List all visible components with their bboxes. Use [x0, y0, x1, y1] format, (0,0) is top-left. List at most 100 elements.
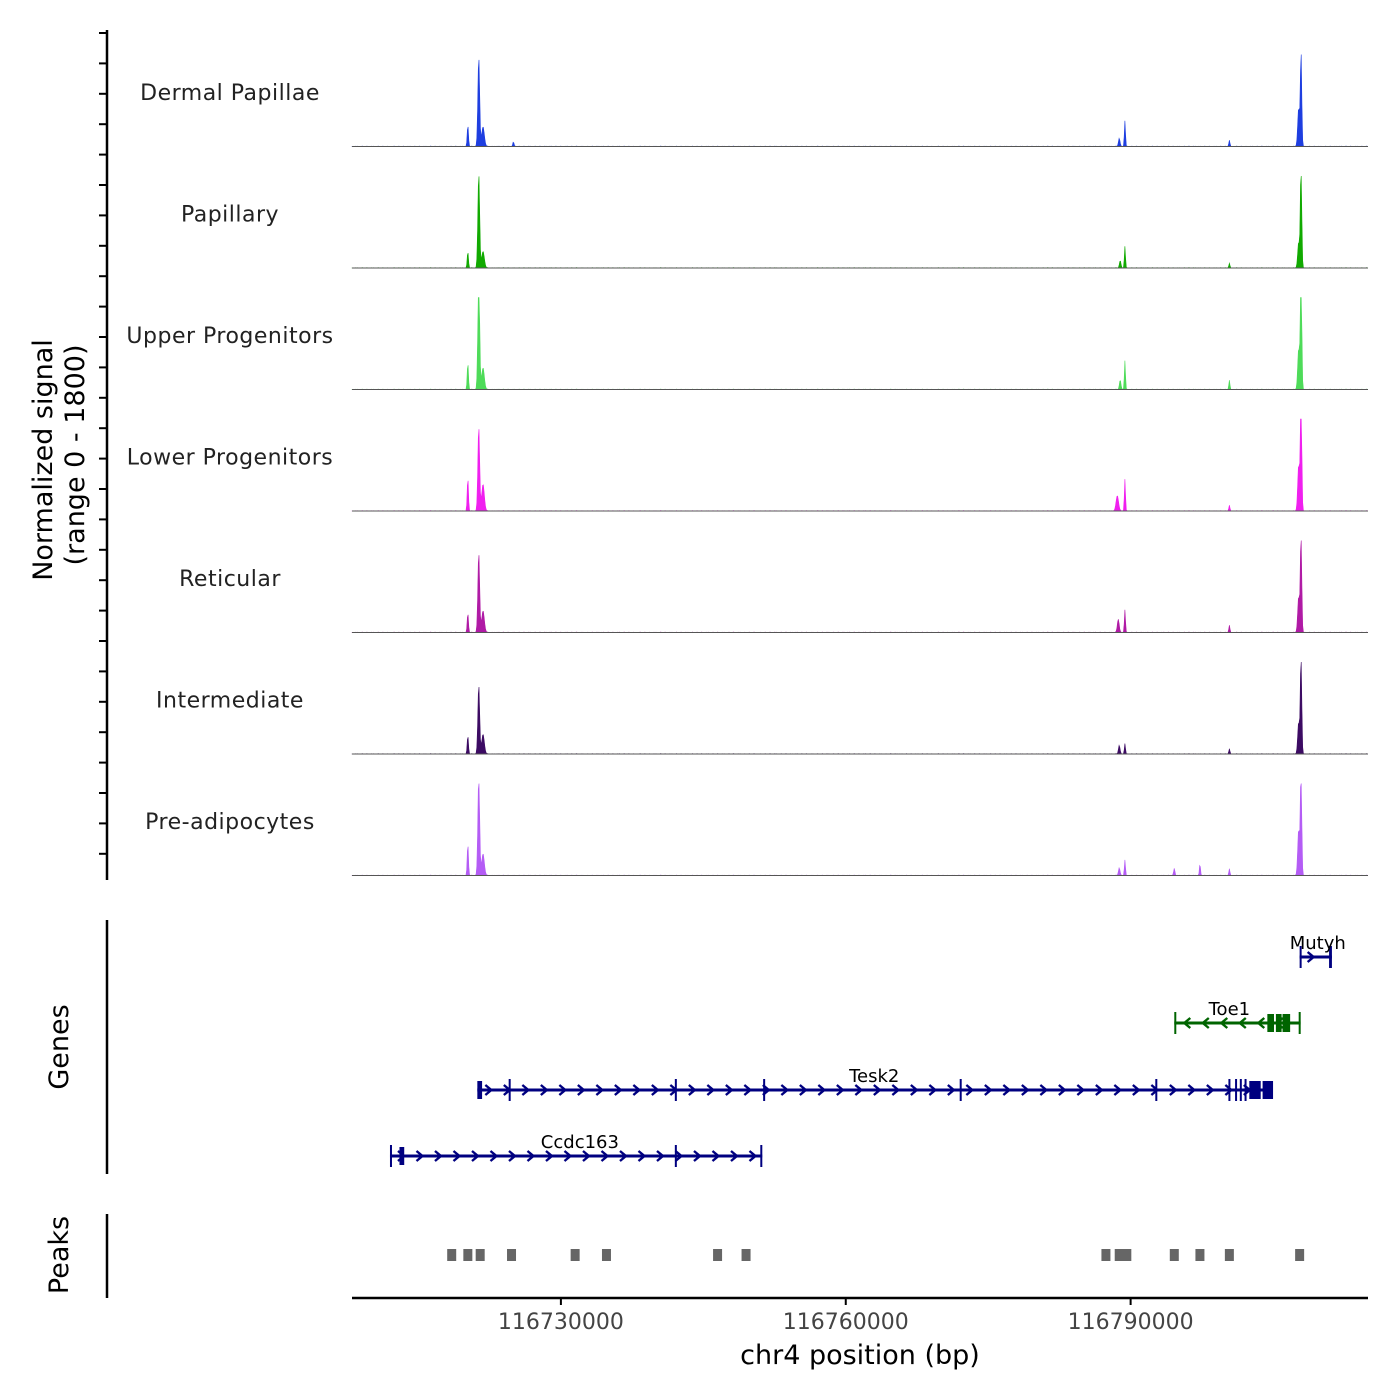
strand-arrow [656, 1150, 665, 1162]
track-label: Papillary [181, 203, 279, 228]
gene-label: Ccdc163 [541, 1132, 619, 1153]
peak-region [1122, 1249, 1132, 1261]
strand-arrow [693, 1150, 702, 1162]
x-axis-ticks: 116730000 116760000 116790000 [498, 1298, 1194, 1335]
strand-arrow [984, 1084, 993, 1096]
strand-arrow [674, 1150, 684, 1162]
strand-arrow [1132, 1084, 1141, 1096]
track-dermal-papillae: Dermal Papillae [140, 54, 1369, 147]
gene-label: Mutyh [1290, 933, 1346, 954]
signal-tracks: Dermal Papillae Papillary Upper Progenitor… [126, 54, 1369, 876]
signal-area [351, 297, 1369, 390]
strand-arrow [489, 1150, 499, 1162]
strand-arrow [540, 1084, 549, 1096]
exon [674, 1145, 677, 1167]
track-lower-progenitors: Lower Progenitors [127, 418, 1369, 512]
peak-region [475, 1249, 485, 1261]
genes-panel-label: Genes [44, 1004, 75, 1089]
track-reticular: Reticular [179, 540, 1369, 633]
strand-arrow [1113, 1084, 1123, 1096]
signal-y-axis-label-line1: Normalized signal [28, 339, 59, 581]
strand-arrow [1002, 1084, 1012, 1096]
peak-region [741, 1249, 751, 1261]
track-label: Pre-adipocytes [145, 810, 315, 835]
track-pre-adipocytes: Pre-adipocytes [145, 783, 1369, 876]
strand-arrow [836, 1084, 845, 1096]
signal-y-axis-label-line2: (range 0 - 1800) [60, 345, 91, 566]
strand-arrow [526, 1150, 536, 1162]
strand-arrow [1058, 1084, 1067, 1096]
strand-arrow [817, 1084, 827, 1096]
strand-arrow [415, 1150, 425, 1162]
strand-arrow [484, 1084, 494, 1096]
x-tick-label: 116790000 [1068, 1310, 1194, 1335]
signal-area [351, 661, 1369, 755]
exon [1228, 1079, 1231, 1101]
strand-arrow [545, 1150, 554, 1162]
strand-arrow [1150, 1084, 1160, 1096]
exon [399, 1147, 405, 1165]
exon [1299, 946, 1302, 968]
strand-arrow [563, 1150, 573, 1162]
strand-arrow [799, 1084, 808, 1096]
strand-arrow [1187, 1084, 1197, 1096]
track-upper-progenitors: Upper Progenitors [126, 297, 1369, 390]
strand-arrow [1206, 1084, 1215, 1096]
strand-arrow [780, 1084, 790, 1096]
gene-label: Tesk2 [848, 1066, 899, 1087]
strand-arrow [743, 1084, 753, 1096]
exon [1239, 1079, 1242, 1101]
strand-arrow [471, 1150, 480, 1162]
exon [1275, 1014, 1282, 1032]
strand-arrow [854, 1084, 864, 1096]
gene-mutyh: Mutyh [1290, 933, 1346, 968]
exon [1155, 1079, 1158, 1101]
strand-arrow [1076, 1084, 1086, 1096]
strand-arrow [434, 1150, 443, 1162]
strand-arrow [706, 1084, 716, 1096]
peak-region [570, 1249, 580, 1261]
strand-arrow [452, 1150, 462, 1162]
gene-tesk2: Tesk2 [477, 1066, 1274, 1101]
peak-region [447, 1249, 457, 1261]
signal-area [351, 175, 1369, 269]
track-label: Dermal Papillae [140, 81, 320, 106]
signal-area [351, 54, 1369, 147]
strand-arrow [651, 1084, 660, 1096]
exon [508, 1079, 511, 1101]
peak-region [713, 1249, 723, 1261]
strand-arrow [748, 1150, 758, 1162]
strand-arrow [614, 1084, 623, 1096]
x-tick-label: 116730000 [498, 1310, 624, 1335]
peak-region [1195, 1249, 1205, 1261]
strand-arrow [619, 1150, 628, 1162]
strand-arrow [600, 1150, 610, 1162]
exon [1329, 946, 1332, 968]
peaks-panel-label: Peaks [44, 1216, 75, 1294]
track-papillary: Papillary [181, 175, 1369, 269]
exon [1249, 1081, 1261, 1099]
track-label: Upper Progenitors [126, 324, 333, 349]
strand-arrow [1039, 1084, 1049, 1096]
strand-arrow [688, 1084, 697, 1096]
exon [1267, 1014, 1274, 1032]
exon [1298, 1012, 1301, 1034]
strand-arrow [1095, 1084, 1104, 1096]
strand-arrow [725, 1084, 734, 1096]
exon [959, 1079, 962, 1101]
signal-y-axis-ticks [99, 32, 107, 855]
exon [477, 1081, 483, 1099]
peak-region [463, 1249, 473, 1261]
strand-arrow [1306, 951, 1316, 963]
peak-region [1114, 1249, 1124, 1261]
strand-arrow [1237, 1017, 1247, 1029]
peak-region [1224, 1249, 1234, 1261]
x-axis-label: chr4 position (bp) [740, 1340, 980, 1371]
exon [763, 1079, 766, 1101]
strand-arrow [577, 1084, 586, 1096]
exon [1262, 1081, 1274, 1099]
strand-arrow [521, 1084, 531, 1096]
peak-region [601, 1249, 611, 1261]
strand-arrow [1182, 1017, 1192, 1029]
